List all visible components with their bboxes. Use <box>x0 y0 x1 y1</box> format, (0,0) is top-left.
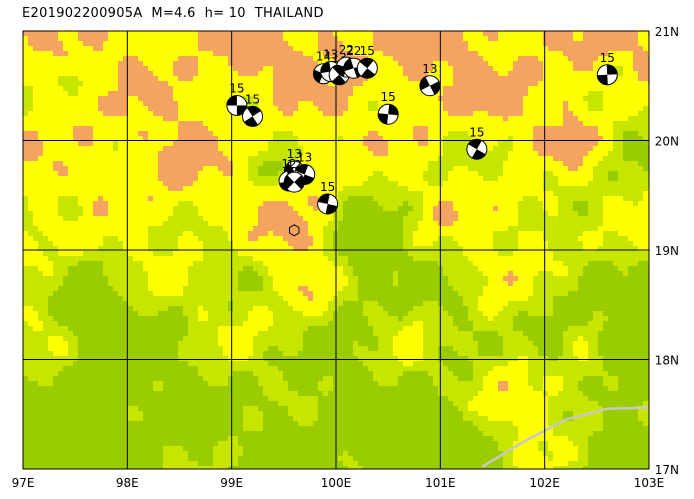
compressional-quadrant <box>317 193 330 205</box>
compressional-quadrant <box>320 61 331 74</box>
compressional-quadrant <box>597 74 608 85</box>
map-frame <box>22 30 650 470</box>
depth-label: 12 <box>281 157 296 171</box>
lon-tick-label: 100E <box>321 476 352 490</box>
depth-label: 13 <box>297 150 312 164</box>
depth-label: 15 <box>320 180 335 194</box>
beachball: 15 <box>242 92 264 127</box>
depth-label: 15 <box>360 44 375 58</box>
beachball: 13 <box>419 62 441 97</box>
beachball: 15 <box>466 125 488 160</box>
beachball: 15 <box>377 90 399 125</box>
lon-tick-label: 103E <box>634 476 665 490</box>
depth-label: 13 <box>287 147 302 161</box>
lat-tick-label: 20N <box>655 135 679 149</box>
compressional-quadrant <box>236 105 247 116</box>
depth-label: 13 <box>323 48 338 62</box>
terrain-layer <box>23 31 649 469</box>
latitude-labels: 21N 20N 19N 18N 17N <box>655 25 679 477</box>
compressional-quadrant <box>429 81 440 95</box>
compressional-quadrant <box>378 113 389 125</box>
longitude-labels: 97E 98E 99E 100E 101E 102E 103E <box>12 476 665 490</box>
compressional-quadrant <box>343 58 354 72</box>
depth-label: 15 <box>469 125 484 139</box>
depth-label: 15 <box>245 92 260 106</box>
compressional-quadrant <box>388 104 399 116</box>
lat-tick-label: 18N <box>655 354 679 368</box>
depth-label: 22 <box>339 43 354 57</box>
lon-tick-label: 99E <box>220 476 243 490</box>
map-title: E201902200905A M=4.6 h= 10 THAILAND <box>22 6 324 21</box>
lat-tick-label: 17N <box>655 463 679 477</box>
lon-tick-label: 98E <box>116 476 139 490</box>
compressional-quadrant <box>294 175 305 190</box>
depth-label: 14 <box>316 50 331 64</box>
depth-label: 15 <box>229 81 244 95</box>
lon-tick-label: 102E <box>529 476 560 490</box>
lon-tick-label: 97E <box>12 476 35 490</box>
country-border <box>481 406 649 468</box>
beachball: 12 <box>283 158 305 193</box>
epicenter-hexagon <box>289 224 300 237</box>
depth-label: 15 <box>381 90 396 104</box>
compressional-quadrant <box>419 76 430 91</box>
lat-tick-label: 19N <box>655 244 679 258</box>
compressional-quadrant <box>247 106 261 117</box>
lon-tick-label: 101E <box>425 476 456 490</box>
compressional-quadrant <box>471 149 486 160</box>
lat-tick-label: 21N <box>655 25 679 39</box>
depth-label: 22 <box>346 44 361 58</box>
epicenter-marker <box>289 224 300 237</box>
depth-label: 12 <box>287 158 302 172</box>
depth-label: 13 <box>422 62 437 76</box>
compressional-quadrant <box>468 139 482 150</box>
compressional-quadrant <box>325 204 338 215</box>
compressional-quadrant <box>606 64 618 75</box>
compressional-quadrant <box>361 68 376 79</box>
depth-label: 15 <box>600 51 615 65</box>
compressional-quadrant <box>295 164 309 175</box>
compressional-quadrant <box>244 116 258 127</box>
border-line <box>481 406 649 468</box>
beachball: 15 <box>226 81 248 116</box>
compressional-quadrant <box>331 74 346 85</box>
compressional-quadrant <box>284 175 295 190</box>
beachball: 15 <box>317 180 339 215</box>
compressional-quadrant <box>359 58 374 69</box>
beachball: 15 <box>356 44 378 79</box>
beachball: 15 <box>596 51 618 86</box>
compressional-quadrant <box>226 95 237 106</box>
